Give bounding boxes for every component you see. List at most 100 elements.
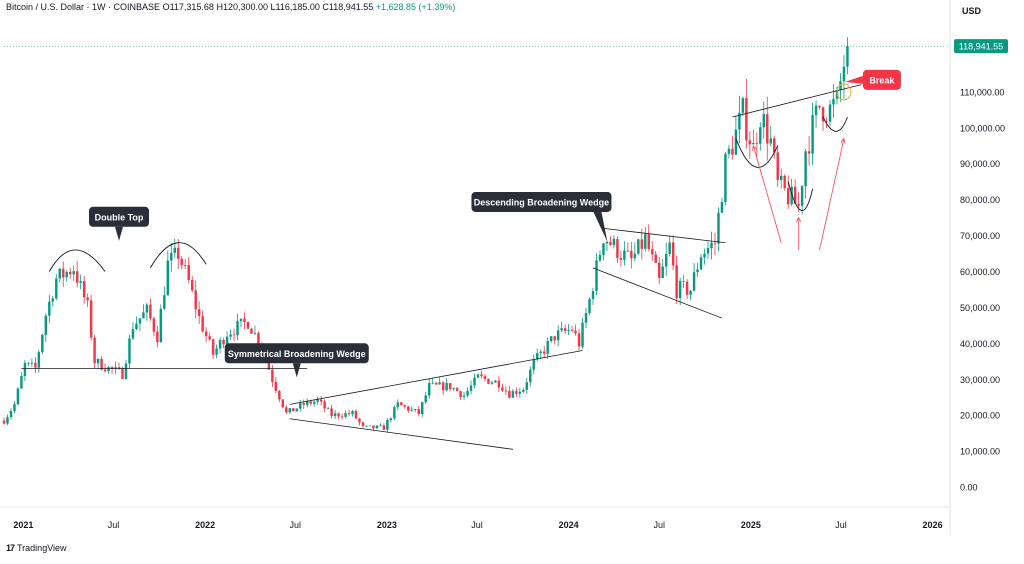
candle-body[interactable] bbox=[225, 336, 229, 345]
candle-body[interactable] bbox=[692, 272, 696, 291]
candle-body[interactable] bbox=[546, 341, 549, 354]
candle-body[interactable] bbox=[431, 382, 434, 384]
candle-body[interactable] bbox=[734, 129, 738, 155]
candle-body[interactable] bbox=[630, 250, 633, 259]
candle-body[interactable] bbox=[121, 368, 124, 379]
candle-body[interactable] bbox=[344, 413, 347, 417]
candle-body[interactable] bbox=[689, 290, 692, 295]
candle-body[interactable] bbox=[267, 358, 271, 370]
candle-body[interactable] bbox=[574, 330, 577, 334]
break-circle[interactable] bbox=[836, 83, 852, 101]
candle-body[interactable] bbox=[222, 340, 225, 345]
candle-body[interactable] bbox=[752, 143, 755, 145]
candle-body[interactable] bbox=[759, 127, 762, 144]
candle-body[interactable] bbox=[508, 390, 511, 398]
candle-body[interactable] bbox=[170, 252, 173, 261]
candle-body[interactable] bbox=[766, 114, 769, 144]
last-price-tag[interactable] bbox=[954, 39, 1008, 54]
candle-body[interactable] bbox=[340, 416, 344, 418]
candle-body[interactable] bbox=[797, 203, 800, 206]
candle-body[interactable] bbox=[644, 234, 647, 249]
candle-body[interactable] bbox=[713, 242, 717, 244]
candle-body[interactable] bbox=[407, 406, 410, 411]
candle-body[interactable] bbox=[156, 331, 159, 343]
candle-body[interactable] bbox=[107, 367, 110, 372]
candle-body[interactable] bbox=[278, 390, 281, 400]
candle-body[interactable] bbox=[145, 304, 149, 313]
candle-body[interactable] bbox=[532, 359, 535, 370]
candle-body[interactable] bbox=[218, 340, 222, 349]
candle-body[interactable] bbox=[239, 318, 243, 322]
candle-body[interactable] bbox=[135, 323, 138, 330]
cup-arc-1[interactable] bbox=[735, 138, 779, 168]
symmetrical-wedge-lower[interactable] bbox=[289, 418, 513, 450]
candle-body[interactable] bbox=[41, 334, 44, 353]
candle-body[interactable] bbox=[375, 425, 379, 429]
candle-body[interactable] bbox=[326, 408, 330, 410]
candle-body[interactable] bbox=[173, 247, 176, 253]
candle-body[interactable] bbox=[637, 239, 640, 254]
candle-body[interactable] bbox=[274, 381, 278, 391]
candle-body[interactable] bbox=[731, 148, 734, 155]
candle-body[interactable] bbox=[473, 377, 476, 386]
candle-body[interactable] bbox=[427, 383, 431, 396]
candle-body[interactable] bbox=[417, 409, 420, 415]
candle-body[interactable] bbox=[818, 105, 821, 108]
candle-body[interactable] bbox=[396, 402, 400, 408]
candle-body[interactable] bbox=[400, 402, 403, 406]
candle-body[interactable] bbox=[354, 410, 358, 419]
candle-body[interactable] bbox=[476, 374, 480, 378]
candle-body[interactable] bbox=[462, 395, 466, 398]
candle-body[interactable] bbox=[563, 328, 567, 331]
candle-body[interactable] bbox=[685, 281, 689, 295]
candle-body[interactable] bbox=[389, 418, 393, 421]
candle-body[interactable] bbox=[703, 253, 706, 258]
candle-body[interactable] bbox=[448, 383, 452, 390]
candle-body[interactable] bbox=[696, 269, 699, 273]
candle-body[interactable] bbox=[190, 280, 194, 291]
candle-body[interactable] bbox=[678, 280, 682, 298]
candle-body[interactable] bbox=[536, 353, 539, 360]
candle-body[interactable] bbox=[62, 268, 65, 278]
candle-body[interactable] bbox=[89, 300, 93, 338]
candle-body[interactable] bbox=[82, 281, 86, 298]
candle-body[interactable] bbox=[626, 250, 630, 252]
candle-body[interactable] bbox=[790, 186, 793, 205]
candle-body[interactable] bbox=[623, 250, 626, 260]
candle-body[interactable] bbox=[184, 265, 187, 266]
candle-body[interactable] bbox=[152, 318, 156, 332]
candle-body[interactable] bbox=[75, 271, 79, 283]
candle-body[interactable] bbox=[515, 391, 518, 394]
candle-body[interactable] bbox=[720, 202, 724, 213]
candle-body[interactable] bbox=[776, 152, 779, 180]
candle-body[interactable] bbox=[769, 138, 772, 144]
candle-body[interactable] bbox=[72, 271, 75, 275]
candle-body[interactable] bbox=[804, 151, 807, 187]
candle-body[interactable] bbox=[236, 321, 239, 336]
candle-body[interactable] bbox=[651, 249, 654, 255]
candle-body[interactable] bbox=[434, 382, 438, 385]
candle-body[interactable] bbox=[295, 408, 298, 412]
candle-body[interactable] bbox=[710, 242, 713, 249]
candle-body[interactable] bbox=[741, 98, 745, 113]
candle-body[interactable] bbox=[131, 329, 135, 339]
candle-body[interactable] bbox=[257, 332, 260, 346]
candle-body[interactable] bbox=[96, 358, 100, 364]
candle-body[interactable] bbox=[365, 425, 368, 427]
candle-body[interactable] bbox=[800, 186, 804, 206]
candle-body[interactable] bbox=[65, 271, 68, 278]
candle-body[interactable] bbox=[469, 385, 473, 391]
candle-body[interactable] bbox=[682, 280, 685, 282]
candle-body[interactable] bbox=[20, 376, 23, 389]
candle-body[interactable] bbox=[828, 104, 832, 122]
candle-body[interactable] bbox=[602, 243, 605, 255]
double-top-arc-1[interactable] bbox=[48, 249, 106, 272]
candle-body[interactable] bbox=[27, 362, 30, 364]
descending-wedge-lower[interactable] bbox=[592, 267, 723, 319]
candle-body[interactable] bbox=[187, 265, 190, 281]
candle-body[interactable] bbox=[372, 425, 375, 429]
candle-body[interactable] bbox=[330, 408, 333, 417]
candle-body[interactable] bbox=[323, 401, 326, 409]
candle-body[interactable] bbox=[410, 409, 413, 411]
candle-body[interactable] bbox=[483, 376, 487, 379]
